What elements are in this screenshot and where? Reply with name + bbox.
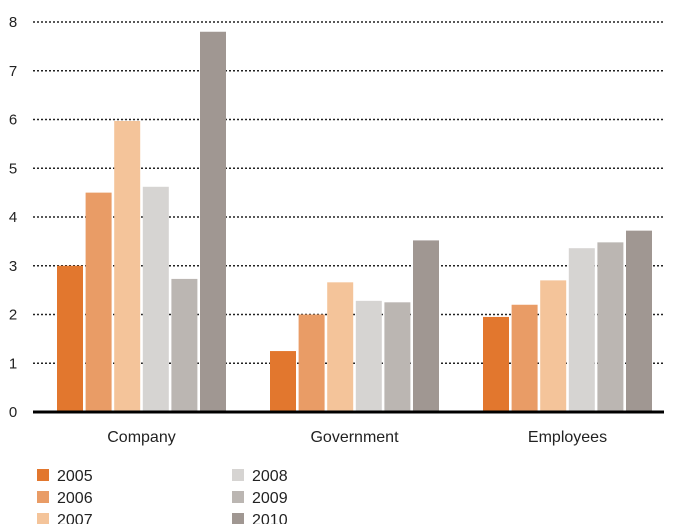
bar-government-2005 bbox=[270, 351, 296, 412]
legend-swatch bbox=[232, 469, 244, 481]
legend-swatch bbox=[37, 491, 49, 503]
y-axis-ticks: 0 1 2 3 4 5 6 7 8 bbox=[9, 14, 17, 421]
legend-swatch bbox=[37, 469, 49, 481]
bar-company-2010 bbox=[200, 31, 226, 412]
y-tick-label: 6 bbox=[9, 112, 17, 129]
legend-swatch bbox=[37, 513, 49, 524]
bar-company-2008 bbox=[142, 186, 169, 412]
legend-label: 2005 bbox=[57, 468, 93, 485]
y-tick-label: 0 bbox=[9, 404, 17, 421]
category-labels: Company Government Employees bbox=[107, 429, 607, 446]
legend-label: 2007 bbox=[57, 512, 93, 524]
bar-government-2009 bbox=[384, 302, 411, 412]
bars bbox=[57, 31, 652, 413]
bar-company-2005 bbox=[57, 265, 83, 412]
legend-label: 2008 bbox=[252, 468, 288, 485]
y-tick-label: 8 bbox=[9, 14, 17, 31]
bar-government-2006 bbox=[298, 314, 325, 412]
legend-item: 2008 bbox=[232, 468, 288, 485]
bar-company-2009 bbox=[171, 278, 198, 412]
category-label: Company bbox=[107, 429, 175, 446]
legend-swatch bbox=[232, 491, 244, 503]
legend-label: 2010 bbox=[252, 512, 288, 524]
bar-company-2007 bbox=[114, 120, 141, 413]
bar-government-2007 bbox=[327, 282, 354, 412]
y-tick-label: 5 bbox=[9, 160, 17, 177]
bar-employees-2006 bbox=[511, 304, 538, 412]
category-label: Employees bbox=[528, 429, 607, 446]
y-tick-label: 3 bbox=[9, 258, 17, 275]
legend-swatch bbox=[232, 513, 244, 524]
bar-government-2008 bbox=[355, 300, 382, 412]
legend-item: 2006 bbox=[37, 490, 93, 507]
bar-employees-2005 bbox=[483, 316, 509, 412]
bar-government-2010 bbox=[413, 240, 439, 412]
y-tick-label: 7 bbox=[9, 63, 17, 80]
y-tick-label: 4 bbox=[9, 209, 17, 226]
bar-employees-2010 bbox=[626, 230, 652, 412]
y-tick-label: 2 bbox=[9, 307, 17, 324]
legend-item: 2010 bbox=[232, 512, 288, 524]
bar-employees-2008 bbox=[568, 248, 595, 412]
y-tick-label: 1 bbox=[9, 355, 17, 372]
legend-label: 2009 bbox=[252, 490, 288, 507]
legend: 2005 2006 2007 2008 2009 2010 bbox=[37, 468, 288, 524]
legend-item: 2009 bbox=[232, 490, 288, 507]
bar-employees-2007 bbox=[540, 280, 567, 412]
bar-employees-2009 bbox=[597, 242, 624, 412]
legend-label: 2006 bbox=[57, 490, 93, 507]
bar-company-2006 bbox=[85, 192, 112, 412]
legend-item: 2007 bbox=[37, 512, 93, 524]
legend-item: 2005 bbox=[37, 468, 93, 485]
category-label: Government bbox=[310, 429, 399, 446]
